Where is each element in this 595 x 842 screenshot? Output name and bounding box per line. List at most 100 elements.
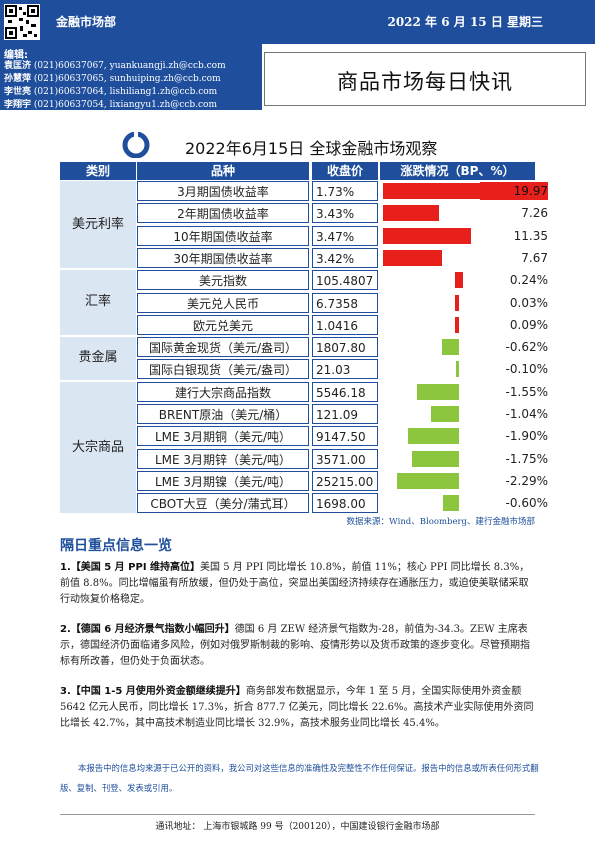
close-price: 121.09 [312, 404, 378, 424]
item-name: 国际白银现货（美元/盎司） [137, 359, 309, 379]
change-value: 7.67 [521, 249, 548, 267]
report-title: 商品市场每日快讯 [265, 66, 585, 96]
editor-name: 袁匡济 [4, 61, 31, 71]
report-title-box: 商品市场每日快讯 [264, 52, 586, 106]
close-price: 3.47% [312, 226, 378, 246]
change-bar [431, 406, 459, 422]
col-header-category: 类别 [60, 162, 136, 180]
editor-phone: (021)60637065, [34, 74, 107, 84]
change-value: -0.10% [506, 360, 548, 378]
change-value: 7.26 [521, 204, 548, 222]
change-bar [383, 228, 471, 244]
editor-row: 李世亮 (021)60637064, lishiliang1.zh@ccb.co… [4, 84, 217, 97]
editor-name: 孙慧萍 [4, 74, 31, 84]
change-value: 0.24% [510, 271, 548, 289]
editor-name: 李翔宇 [4, 100, 31, 110]
category-cell: 贵金属 [60, 337, 136, 380]
change-value: -2.29% [506, 472, 548, 490]
news-title: 【美国 5 月 PPI 维持高位】 [71, 562, 200, 573]
change-value: 0.03% [510, 294, 548, 312]
news-number: 3. [60, 686, 71, 697]
change-value: -0.60% [506, 494, 548, 512]
department-name: 金融市场部 [56, 13, 116, 30]
item-name: 欧元兑美元 [137, 315, 309, 335]
editor-name: 李世亮 [4, 87, 31, 97]
change-value: -0.62% [506, 338, 548, 356]
change-bar [455, 295, 459, 311]
news-item: 3.【中国 1-5 月使用外资金额继续提升】商务部发布数据显示，今年 1 至 5… [60, 684, 538, 732]
editor-email[interactable]: yuankuangji.zh@ccb.com [110, 61, 226, 71]
news-number: 2. [60, 624, 71, 635]
item-name: 建行大宗商品指数 [137, 382, 309, 402]
change-bar [455, 272, 463, 288]
item-name: BRENT原油（美元/桶） [137, 404, 309, 424]
editor-panel: 编辑: 袁匡济 (021)60637067, yuankuangji.zh@cc… [0, 44, 262, 110]
disclaimer: 本报告中的信息均来源于已公开的资料，我公司对这些信息的准确性及完整性不作任何保证… [60, 758, 540, 798]
close-price: 6.7358 [312, 293, 378, 313]
news-item: 2.【德国 6 月经济景气指数小幅回升】德国 6 月 ZEW 经济景气指数为-2… [60, 622, 538, 670]
change-bar [412, 451, 459, 467]
table-section-title: 2022年6月15日 全球金融市场观察 [185, 135, 437, 159]
change-bar [442, 339, 459, 355]
item-name: 3月期国债收益率 [137, 181, 309, 201]
col-header-close: 收盘价 [312, 162, 378, 180]
news-heading: 隔日重点信息一览 [60, 535, 172, 555]
item-name: 美元兑人民币 [137, 293, 309, 313]
change-value: 11.35 [514, 227, 548, 245]
close-price: 21.03 [312, 359, 378, 379]
col-header-item: 品种 [137, 162, 309, 180]
change-value: -1.55% [506, 383, 548, 401]
change-bar [397, 473, 459, 489]
close-price: 1698.00 [312, 493, 378, 513]
footer-address: 通讯地址： 上海市银城路 99 号（200120），中国建设银行金融市场部 [60, 814, 535, 832]
category-cell: 汇率 [60, 270, 136, 335]
item-name: 美元指数 [137, 270, 309, 290]
change-bar [383, 250, 442, 266]
editor-phone: (021)60637064, [34, 87, 107, 97]
item-name: LME 3月期镍（美元/吨） [137, 471, 309, 491]
editor-email[interactable]: sunhuiping.zh@ccb.com [110, 74, 221, 84]
close-price: 9147.50 [312, 426, 378, 446]
close-price: 1.73% [312, 181, 378, 201]
change-value: -1.90% [506, 427, 548, 445]
change-bar [417, 384, 459, 400]
change-bar [408, 428, 459, 444]
close-price: 25215.00 [312, 471, 378, 491]
item-name: LME 3月期铜（美元/吨） [137, 426, 309, 446]
report-date: 2022 年 6 月 15 日 星期三 [387, 13, 543, 30]
editor-row: 孙慧萍 (021)60637065, sunhuiping.zh@ccb.com [4, 71, 221, 84]
category-cell: 美元利率 [60, 181, 136, 268]
change-value: 19.97 [480, 182, 548, 200]
close-price: 3.42% [312, 248, 378, 268]
news-item: 1.【美国 5 月 PPI 维持高位】美国 5 月 PPI 同比增长 10.8%… [60, 560, 538, 608]
close-price: 3.43% [312, 203, 378, 223]
editor-row: 袁匡济 (021)60637067, yuankuangji.zh@ccb.co… [4, 58, 226, 71]
close-price: 105.4807 [312, 270, 378, 290]
item-name: 国际黄金现货（美元/盎司） [137, 337, 309, 357]
top-banner: 金融市场部 2022 年 6 月 15 日 星期三 [0, 0, 595, 44]
ccb-logo-icon [122, 132, 150, 158]
item-name: CBOT大豆（美分/蒲式耳） [137, 493, 309, 513]
close-price: 5546.18 [312, 382, 378, 402]
change-value: -1.75% [506, 450, 548, 468]
change-bar [443, 495, 459, 511]
editor-phone: (021)60637054, [34, 100, 107, 110]
col-header-change: 涨跌情况（BP、%） [380, 162, 535, 180]
editor-email[interactable]: lishiliang1.zh@ccb.com [110, 87, 218, 97]
news-number: 1. [60, 562, 71, 573]
category-cell: 大宗商品 [60, 382, 136, 514]
news-title: 【中国 1-5 月使用外资金额继续提升】 [71, 686, 246, 697]
close-price: 1.0416 [312, 315, 378, 335]
change-value: 0.09% [510, 316, 548, 334]
change-bar [383, 205, 439, 221]
item-name: 2年期国债收益率 [137, 203, 309, 223]
qr-code-icon [4, 4, 40, 40]
item-name: 30年期国债收益率 [137, 248, 309, 268]
item-name: 10年期国债收益率 [137, 226, 309, 246]
item-name: LME 3月期锌（美元/吨） [137, 449, 309, 469]
editor-phone: (021)60637067, [34, 61, 107, 71]
editor-email[interactable]: lixiangyu1.zh@ccb.com [110, 100, 217, 110]
editor-row: 李翔宇 (021)60637054, lixiangyu1.zh@ccb.com [4, 97, 217, 110]
change-bar [456, 361, 459, 377]
close-price: 3571.00 [312, 449, 378, 469]
